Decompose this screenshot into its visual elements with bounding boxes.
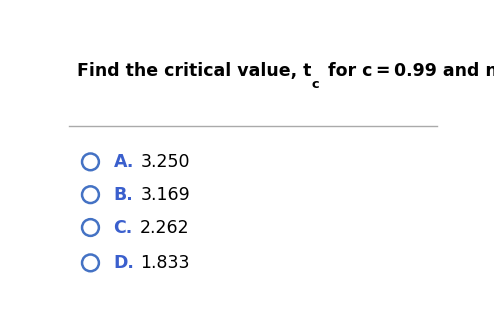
Text: D.: D.: [114, 254, 134, 272]
Text: 1.833: 1.833: [140, 254, 190, 272]
Text: for c = 0.99 and n = 10.: for c = 0.99 and n = 10.: [322, 62, 494, 80]
Text: 3.169: 3.169: [140, 186, 190, 204]
Text: Find the critical value, t: Find the critical value, t: [77, 62, 311, 80]
Text: A.: A.: [114, 153, 134, 171]
Text: 2.262: 2.262: [140, 218, 190, 236]
Text: B.: B.: [114, 186, 133, 204]
Text: 3.250: 3.250: [140, 153, 190, 171]
Text: C.: C.: [114, 218, 133, 236]
Text: c: c: [311, 78, 319, 91]
